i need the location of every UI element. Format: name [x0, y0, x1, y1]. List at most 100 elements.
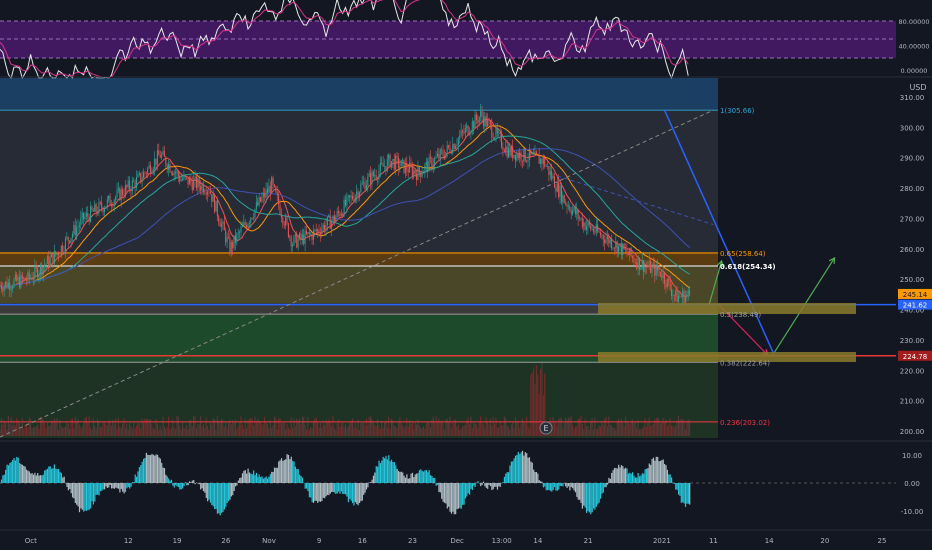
candle: [402, 159, 404, 161]
candle: [223, 221, 225, 231]
rsi-tick-label: 80.00000: [898, 18, 929, 26]
volume-bar: [579, 418, 581, 436]
momentum-bar: [365, 483, 368, 490]
candle: [161, 154, 163, 158]
volume-bar: [374, 424, 376, 436]
momentum-bar: [360, 483, 362, 502]
volume-bar: [523, 422, 525, 436]
momentum-bar: [503, 476, 506, 483]
time-tick-label: Nov: [262, 537, 276, 545]
candle: [186, 176, 188, 178]
candle: [322, 224, 324, 230]
volume-bar: [630, 422, 632, 436]
candle: [324, 224, 326, 231]
volume-bar: [247, 420, 249, 436]
momentum-bar: [142, 458, 145, 483]
candle: [45, 263, 47, 266]
volume-bar: [673, 427, 675, 436]
volume-bar: [406, 418, 408, 436]
candle: [417, 166, 419, 180]
price-tick-label: 280.00: [900, 185, 925, 193]
volume-bar: [319, 422, 321, 436]
volume-bar: [679, 420, 681, 436]
candle: [169, 163, 171, 173]
candle: [509, 147, 511, 156]
candle: [634, 262, 636, 263]
candle: [16, 274, 18, 281]
candle: [377, 178, 379, 180]
volume-bar: [569, 417, 571, 436]
momentum-bar: [126, 483, 128, 489]
candle: [24, 277, 26, 281]
candle: [300, 233, 302, 239]
candle: [487, 120, 489, 127]
momentum-bar: [638, 476, 641, 483]
volume-bar: [657, 417, 659, 436]
momentum-bar: [94, 483, 96, 502]
candle: [188, 178, 190, 185]
momentum-bar: [531, 462, 533, 483]
volume-bar: [108, 420, 110, 436]
volume-bar: [137, 423, 139, 436]
candle: [528, 149, 530, 161]
volume-bar: [23, 428, 25, 436]
candle: [205, 192, 207, 195]
volume-bar: [110, 425, 112, 436]
candle: [156, 150, 158, 165]
candle: [308, 232, 310, 235]
time-tick-label: Oct: [25, 537, 37, 545]
volume-bar: [505, 418, 507, 436]
volume-bar: [448, 422, 450, 436]
momentum-bar: [275, 467, 277, 483]
volume-bar: [105, 424, 107, 436]
volume-bar: [103, 421, 105, 436]
momentum-bar: [339, 483, 341, 494]
candle: [434, 158, 436, 165]
volume-bar: [509, 429, 511, 436]
candle: [99, 202, 101, 203]
candle: [549, 171, 551, 175]
momentum-bar: [684, 483, 687, 507]
momentum-bar: [410, 473, 412, 483]
momentum-bar: [580, 483, 582, 503]
volume-bar: [618, 418, 620, 436]
volume-bar: [492, 416, 494, 436]
volume-bar: [286, 423, 288, 436]
volume-bar: [124, 427, 126, 436]
momentum-bar: [257, 476, 259, 483]
momentum-bar: [665, 465, 667, 483]
volume-bar: [466, 420, 468, 436]
momentum-bar: [641, 473, 643, 483]
volume-bar: [133, 422, 135, 436]
momentum-bar: [618, 464, 620, 483]
momentum-bar: [357, 483, 359, 506]
momentum-bar: [25, 469, 28, 483]
volume-bar: [599, 426, 601, 436]
momentum-bar: [112, 483, 114, 489]
volume-bar: [209, 421, 211, 436]
candle: [117, 188, 119, 191]
momentum-bar: [354, 483, 356, 503]
volume-bar: [42, 419, 44, 436]
candle: [350, 195, 352, 198]
volume-bar: [605, 416, 607, 436]
candle: [208, 191, 210, 193]
volume-bar: [682, 419, 684, 436]
candle: [553, 176, 555, 188]
momentum-bar: [294, 466, 297, 483]
volume-bar: [182, 422, 184, 436]
candle: [669, 281, 671, 290]
candle: [106, 199, 108, 207]
event-marker[interactable]: E: [539, 421, 553, 435]
momentum-bar: [594, 483, 596, 510]
volume-bar: [601, 421, 603, 436]
candle: [643, 260, 645, 273]
volume-bar: [48, 425, 50, 436]
candle: [80, 217, 82, 226]
candle: [372, 171, 374, 176]
volume-bar: [381, 420, 383, 436]
arrow-head: [828, 256, 836, 264]
candle: [687, 290, 689, 294]
momentum-bar: [418, 470, 421, 483]
